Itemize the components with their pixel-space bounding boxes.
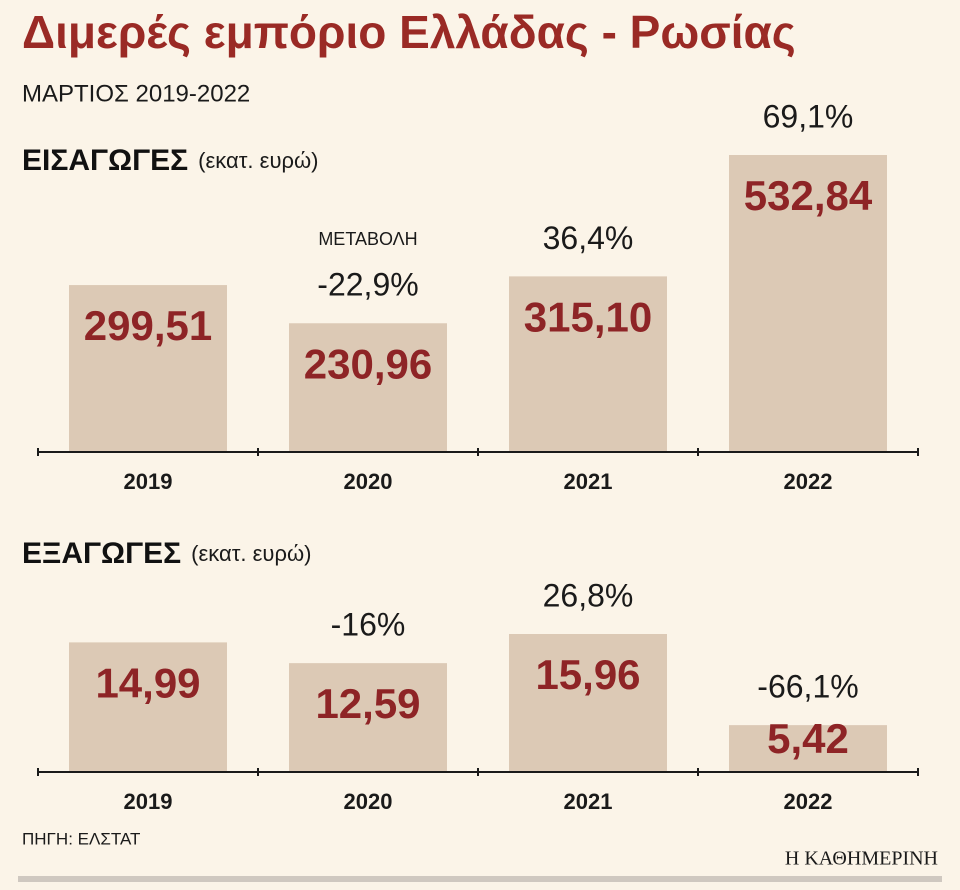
change-label: 36,4% — [543, 220, 634, 256]
chart-unit: (εκατ. ευρώ) — [198, 148, 318, 173]
change-label: -66,1% — [757, 669, 858, 705]
change-label: 69,1% — [763, 98, 854, 134]
chart-title: ΕΙΣΑΓΩΓΕΣ — [22, 144, 188, 177]
chart-unit: (εκατ. ευρώ) — [191, 541, 311, 566]
year-label: 2022 — [784, 469, 833, 494]
value-label: 5,42 — [767, 715, 849, 762]
bar — [289, 663, 447, 772]
value-label: 230,96 — [304, 340, 432, 387]
value-label: 12,59 — [315, 680, 420, 727]
chart-heading: ΕΙΣΑΓΩΓΕΣ (εκατ. ευρώ) — [22, 144, 319, 177]
year-label: 2021 — [564, 789, 613, 814]
source: ΠΗΓΗ: ΕΛΣΤΑΤ — [22, 829, 140, 848]
bar — [69, 285, 227, 452]
year-label: 2019 — [124, 789, 173, 814]
chart-title: ΕΞΑΓΩΓΕΣ — [22, 537, 181, 570]
change-label: -22,9% — [317, 267, 418, 303]
change-label: -16% — [331, 607, 406, 643]
bar — [509, 276, 667, 452]
subtitle: ΜΑΡΤΙΟΣ 2019-2022 — [22, 80, 250, 107]
year-label: 2020 — [344, 789, 393, 814]
year-label: 2019 — [124, 469, 173, 494]
bar — [729, 155, 887, 452]
bar — [729, 725, 887, 772]
value-label: 15,96 — [535, 651, 640, 698]
value-label: 299,51 — [84, 302, 212, 349]
year-label: 2022 — [784, 789, 833, 814]
brand: Η ΚΑΘΗΜΕΡΙΝΗ — [785, 848, 938, 870]
year-label: 2021 — [564, 469, 613, 494]
bar — [69, 642, 227, 772]
chart-heading: ΕΞΑΓΩΓΕΣ (εκατ. ευρώ) — [22, 537, 311, 570]
bar — [509, 634, 667, 772]
footer-bar — [18, 876, 942, 882]
title: Διμερές εμπόριο Ελλάδας - Ρωσίας — [22, 6, 796, 58]
value-label: 315,10 — [524, 293, 652, 340]
annotation: ΜΕΤΑΒΟΛΗ — [318, 229, 417, 249]
value-label: 532,84 — [744, 172, 873, 219]
bar — [289, 323, 447, 452]
value-label: 14,99 — [95, 659, 200, 706]
year-label: 2020 — [344, 469, 393, 494]
change-label: 26,8% — [543, 577, 634, 613]
